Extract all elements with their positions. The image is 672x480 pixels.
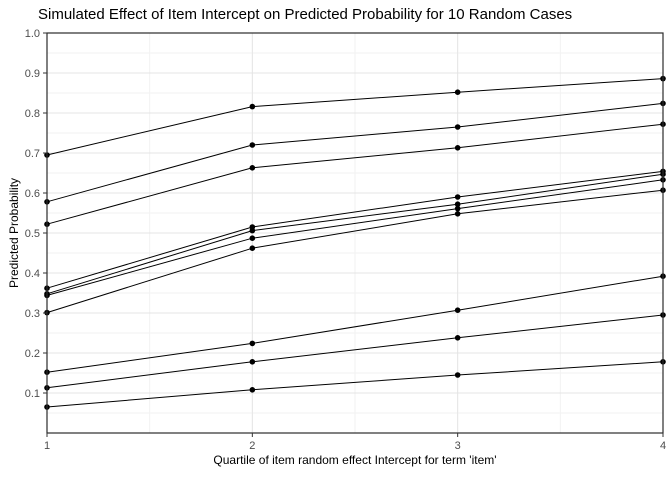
y-tick-label: 0.1 xyxy=(25,388,40,400)
y-tick-label: 0.2 xyxy=(25,348,40,360)
data-point xyxy=(249,142,256,148)
data-point xyxy=(454,194,461,200)
x-tick-label: 2 xyxy=(249,440,255,452)
data-point xyxy=(454,145,461,151)
series-line xyxy=(46,123,664,225)
series-line xyxy=(46,170,664,289)
y-tick-label: 0.5 xyxy=(25,228,40,240)
data-point xyxy=(454,307,461,314)
data-point xyxy=(249,387,256,393)
data-point xyxy=(454,124,461,130)
y-tick-label: 0.9 xyxy=(25,68,40,80)
y-tick-label: 0.3 xyxy=(25,308,40,320)
data-point xyxy=(454,89,461,95)
data-point xyxy=(249,103,256,110)
x-tick-label: 3 xyxy=(455,440,461,452)
data-point xyxy=(249,227,256,234)
x-tick-label: 4 xyxy=(660,440,666,452)
series-line xyxy=(46,102,664,203)
data-point xyxy=(454,205,461,212)
series-line xyxy=(46,179,664,296)
data-point xyxy=(249,359,256,365)
x-tick-label: 1 xyxy=(44,440,50,452)
data-point xyxy=(454,372,461,378)
data-point xyxy=(454,211,461,217)
y-tick-label: 0.7 xyxy=(25,148,40,160)
series-line xyxy=(46,189,664,314)
series-line xyxy=(46,173,664,295)
chart-title: Simulated Effect of Item Intercept on Pr… xyxy=(38,6,573,23)
series-line xyxy=(46,78,664,156)
data-point xyxy=(249,245,256,251)
y-tick-label: 0.8 xyxy=(25,108,40,120)
data-point xyxy=(249,165,256,171)
y-tick-label: 1.0 xyxy=(25,28,40,40)
y-tick-label: 0.6 xyxy=(25,188,40,200)
series-line xyxy=(46,314,664,389)
data-point xyxy=(454,335,461,341)
series-line xyxy=(46,275,664,373)
data-point xyxy=(454,201,461,207)
y-tick-label: 0.4 xyxy=(25,268,40,280)
data-point xyxy=(249,235,256,241)
x-axis-title: Quartile of item random effect Intercept… xyxy=(213,453,497,467)
data-point xyxy=(249,340,256,347)
series-line xyxy=(46,361,664,408)
